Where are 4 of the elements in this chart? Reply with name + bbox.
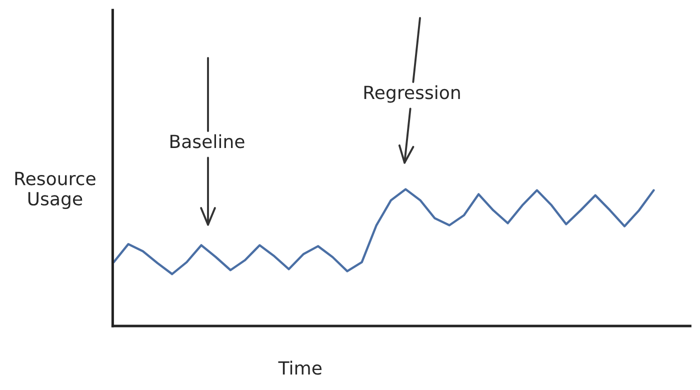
text: Regression (364, 85, 460, 103)
y-axis-title: Resource Usage (15, 172, 96, 210)
x-axis-title: Time (278, 360, 322, 375)
text: Baseline (170, 134, 244, 148)
